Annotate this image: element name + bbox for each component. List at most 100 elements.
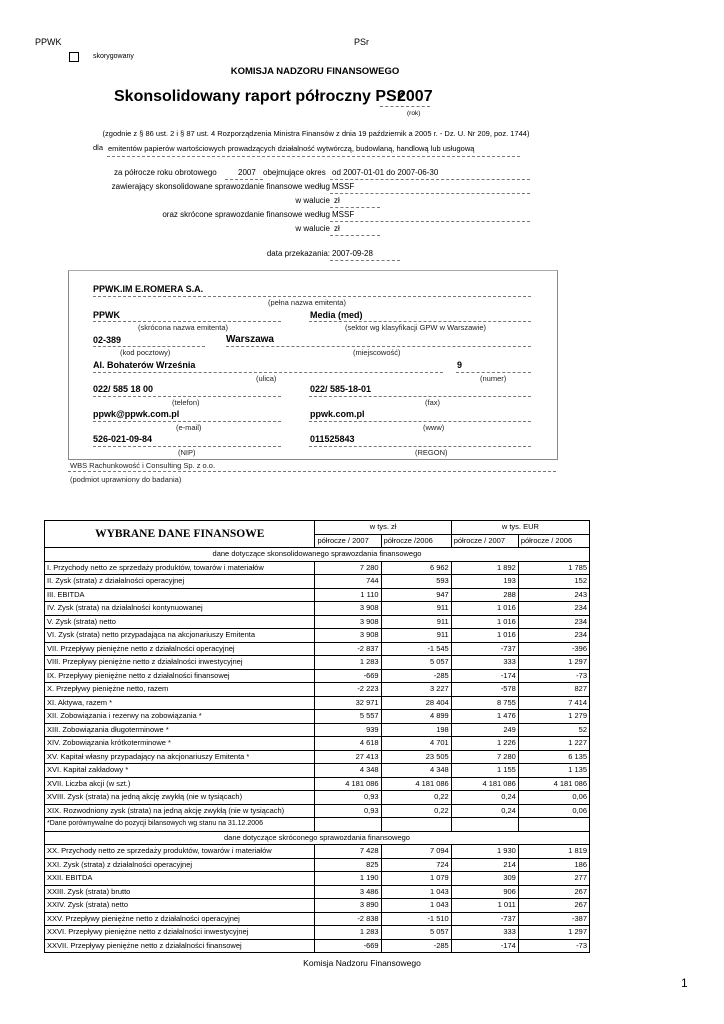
row-value: 7 428 bbox=[314, 844, 382, 859]
submission-date: 2007-09-28 bbox=[332, 249, 373, 258]
auditor-name: WBS Rachunkowość i Consulting Sp. z o.o. bbox=[70, 461, 216, 470]
row-value: 1 785 bbox=[517, 560, 591, 575]
row-value: 1 226 bbox=[450, 736, 519, 751]
regon-label: (REGON) bbox=[415, 448, 448, 457]
row-value: 1 279 bbox=[517, 709, 591, 724]
row-value: -174 bbox=[450, 668, 519, 683]
row-value: 0,22 bbox=[380, 803, 452, 818]
auditor-label: (podmiot uprawniony do badania) bbox=[70, 475, 182, 484]
row-value: -2 838 bbox=[314, 911, 382, 926]
row-value: 1 930 bbox=[450, 844, 519, 859]
period-label: za półrocze roku obrotowego bbox=[114, 168, 217, 177]
row-value: 267 bbox=[517, 898, 591, 913]
city-label: (miejscowość) bbox=[353, 348, 401, 357]
row-value: 1 155 bbox=[450, 763, 519, 778]
row-value: 234 bbox=[517, 614, 591, 629]
issuer-www[interactable]: ppwk.com.pl bbox=[310, 409, 365, 419]
row-label: XXII. EBITDA bbox=[43, 871, 316, 886]
row-value: 1 227 bbox=[517, 736, 591, 751]
row-value: 7 094 bbox=[380, 844, 452, 859]
table-row: XVI. Kapitał zakładowy * 4 348 4 348 1 155 1… bbox=[43, 763, 591, 778]
corrected-checkbox[interactable] bbox=[69, 52, 79, 62]
row-value: 939 bbox=[314, 722, 382, 737]
row-value: 1 079 bbox=[380, 871, 452, 886]
row-label: XXI. Zysk (strata) z działalności operac… bbox=[43, 857, 316, 872]
issuer-regon: 011525843 bbox=[310, 434, 355, 444]
authority: KOMISJA NADZORU FINANSOWEGO bbox=[230, 66, 400, 77]
row-value: -73 bbox=[517, 668, 591, 683]
consolidated-currency-label: w walucie bbox=[295, 196, 330, 205]
row-value: 911 bbox=[380, 601, 452, 616]
row-value: 4 181 086 bbox=[517, 776, 591, 791]
column-header: półrocze / 2007 bbox=[314, 533, 382, 548]
row-value: 27 413 bbox=[314, 749, 382, 764]
abbreviated-label: oraz skrócone sprawozdanie finansowe wed… bbox=[162, 210, 330, 219]
table-row: XIV. Zobowiązania krótkoterminowe * 4 618… bbox=[43, 736, 591, 751]
table-row: XVIII. Zysk (strata) na jedną akcję zwyk… bbox=[43, 790, 591, 805]
row-value: 4 181 086 bbox=[314, 776, 382, 791]
report-year: 2007 bbox=[397, 88, 433, 105]
row-value: 1 892 bbox=[450, 560, 519, 575]
row-value: 52 bbox=[517, 722, 591, 737]
row-label: IV. Zysk (strata) na działalności kontyn… bbox=[43, 601, 316, 616]
row-value: 1 110 bbox=[314, 587, 382, 602]
row-value: 1 016 bbox=[450, 601, 519, 616]
row-value: -396 bbox=[517, 641, 591, 656]
row-value: 4 181 086 bbox=[450, 776, 519, 791]
row-value: -2 223 bbox=[314, 682, 382, 697]
row-value: 6 962 bbox=[380, 560, 452, 575]
row-value: -387 bbox=[517, 911, 591, 926]
issuer-phone: 022/ 585 18 00 bbox=[93, 384, 154, 394]
row-value: 3 890 bbox=[314, 898, 382, 913]
table-row: XXVII. Przepływy pieniężne netto z dział… bbox=[43, 938, 591, 953]
footer-text: Komisja Nadzoru Finansowego bbox=[303, 958, 421, 968]
column-header: półrocze /2006 bbox=[380, 533, 452, 548]
number-label: (numer) bbox=[480, 374, 507, 383]
row-label: VI. Zysk (strata) netto przypadająca na … bbox=[43, 628, 316, 643]
table-row: XV. Kapitał własny przypadający na akcjo… bbox=[43, 749, 591, 764]
row-value: 3 227 bbox=[380, 682, 452, 697]
row-value: -669 bbox=[314, 938, 382, 953]
row-value: -1 510 bbox=[380, 911, 452, 926]
issuer-sector: Media (med) bbox=[310, 310, 363, 320]
table-row: XXV. Przepływy pieniężne netto z działal… bbox=[43, 911, 591, 926]
issuer-number: 9 bbox=[457, 360, 463, 370]
table-row: XIX. Rozwodniony zysk (strata) na jedną … bbox=[43, 803, 591, 818]
row-value: 744 bbox=[314, 574, 382, 589]
table-row: XXVI. Przepływy pieniężne netto z działa… bbox=[43, 925, 591, 940]
group-eur: w tys. EUR bbox=[450, 520, 591, 535]
row-value: 32 971 bbox=[314, 695, 382, 710]
issuer-email[interactable]: ppwk@ppwk.com.pl bbox=[93, 409, 180, 419]
row-value: 6 135 bbox=[517, 749, 591, 764]
row-value: 3 908 bbox=[314, 628, 382, 643]
footnote: *Dane porównywalne do pozycji bilansowyc… bbox=[43, 817, 316, 832]
header-left: PPWK bbox=[35, 37, 62, 47]
row-value: 1 819 bbox=[517, 844, 591, 859]
row-label: III. EBITDA bbox=[43, 587, 316, 602]
row-value: 1 297 bbox=[517, 925, 591, 940]
empty-cell bbox=[380, 817, 452, 832]
row-value: 3 486 bbox=[314, 884, 382, 899]
submission-label: data przekazania: bbox=[266, 249, 330, 258]
table-row: IV. Zysk (strata) na działalności kontyn… bbox=[43, 601, 591, 616]
full-name-label: (pełna nazwa emitenta) bbox=[268, 298, 346, 307]
row-label: I. Przychody netto ze sprzedaży produktó… bbox=[43, 560, 316, 575]
row-value: 7 280 bbox=[314, 560, 382, 575]
row-value: 1 011 bbox=[450, 898, 519, 913]
row-value: 911 bbox=[380, 614, 452, 629]
table-row: V. Zysk (strata) netto 3 908 911 1 016 234 bbox=[43, 614, 591, 629]
row-value: 911 bbox=[380, 628, 452, 643]
row-value: 947 bbox=[380, 587, 452, 602]
postal-label: (kod pocztowy) bbox=[120, 348, 171, 357]
www-label: (www) bbox=[423, 423, 445, 432]
abbreviated-standard: MSSF bbox=[332, 210, 355, 219]
row-label: IX. Przepływy pieniężne netto z działaln… bbox=[43, 668, 316, 683]
consolidated-currency: zł bbox=[334, 196, 340, 205]
abbreviated-currency-label: w walucie bbox=[295, 224, 330, 233]
row-value: 234 bbox=[517, 628, 591, 643]
row-value: 4 181 086 bbox=[380, 776, 452, 791]
row-label: XIX. Rozwodniony zysk (strata) na jedną … bbox=[43, 803, 316, 818]
row-value: 0,06 bbox=[517, 790, 591, 805]
row-label: XXVII. Przepływy pieniężne netto z dział… bbox=[43, 938, 316, 953]
